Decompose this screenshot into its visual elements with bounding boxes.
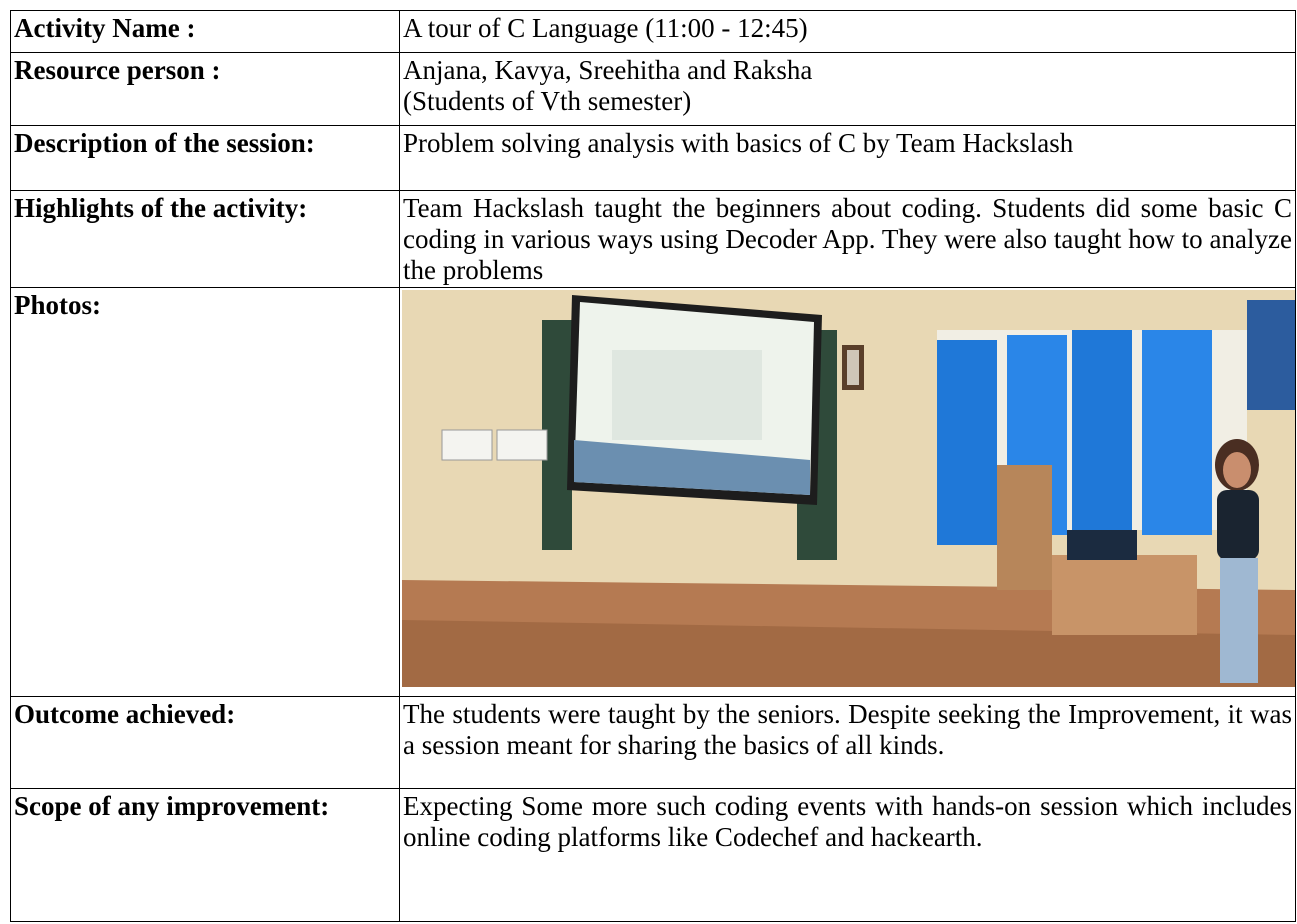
row-label: Outcome achieved: bbox=[10, 696, 400, 789]
value-line: (Students of Vth semester) bbox=[403, 86, 692, 116]
value-line: Anjana, Kavya, Sreehitha and Raksha bbox=[403, 55, 813, 85]
table-row: Outcome achieved: The students were taugh… bbox=[10, 696, 1296, 789]
row-value: A tour of C Language (11:00 - 12:45) bbox=[399, 10, 1296, 53]
activity-table: Activity Name :A tour of C Language (11:… bbox=[10, 10, 1296, 922]
value-line: Problem solving analysis with basics of … bbox=[403, 128, 1074, 158]
row-label: Description of the session: bbox=[10, 125, 400, 191]
table-row: Resource person : Anjana, Kavya, Sreehith… bbox=[10, 52, 1296, 126]
photo-cell bbox=[399, 287, 1296, 697]
row-label: Photos: bbox=[10, 287, 400, 697]
table-row: Scope of any improvement: Expecting Some … bbox=[10, 788, 1296, 922]
table-row: Activity Name :A tour of C Language (11:… bbox=[10, 10, 1296, 53]
row-label: Activity Name : bbox=[10, 10, 400, 53]
row-label: Scope of any improvement: bbox=[10, 788, 400, 922]
value-line: The students were taught by the seniors.… bbox=[403, 699, 1292, 760]
row-value: Problem solving analysis with basics of … bbox=[399, 125, 1296, 191]
value-line: A tour of C Language (11:00 - 12:45) bbox=[403, 13, 808, 43]
row-value: Anjana, Kavya, Sreehitha and Raksha (Stud… bbox=[399, 52, 1296, 126]
value-line: Expecting Some more such coding events w… bbox=[403, 791, 1292, 852]
row-value: Expecting Some more such coding events w… bbox=[399, 788, 1296, 922]
row-label: Resource person : bbox=[10, 52, 400, 126]
table-row: Photos: bbox=[10, 287, 1296, 697]
table-row: Highlights of the activity: Team Hackslas… bbox=[10, 190, 1296, 288]
row-value: The students were taught by the seniors.… bbox=[399, 696, 1296, 789]
event-photo bbox=[402, 290, 1295, 687]
table-row: Description of the session: Problem solvi… bbox=[10, 125, 1296, 191]
table-body: Activity Name :A tour of C Language (11:… bbox=[10, 10, 1296, 922]
row-label: Highlights of the activity: bbox=[10, 190, 400, 288]
value-line: Team Hackslash taught the beginners abou… bbox=[403, 193, 1292, 285]
row-value: Team Hackslash taught the beginners abou… bbox=[399, 190, 1296, 288]
